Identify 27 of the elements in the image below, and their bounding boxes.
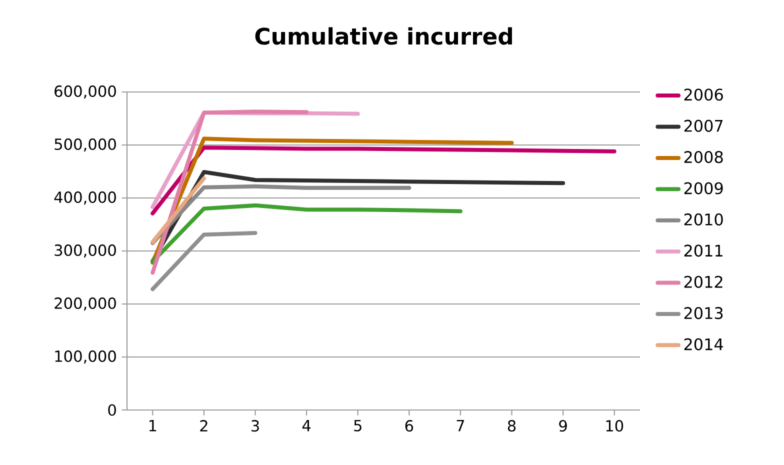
y-tick-label: 200,000 bbox=[54, 297, 116, 311]
legend-label: 2013 bbox=[684, 307, 723, 320]
legend-label: 2011 bbox=[684, 244, 722, 257]
x-tick-label: 6 bbox=[405, 420, 414, 432]
legend-label: 2006 bbox=[684, 88, 723, 101]
y-tick-label: 400,000 bbox=[54, 191, 116, 205]
legend-label: 2009 bbox=[684, 182, 723, 194]
y-tick-label: 500,000 bbox=[54, 138, 116, 152]
y-tick-label: 0 bbox=[108, 404, 116, 416]
x-tick-label: 7 bbox=[456, 420, 464, 432]
y-tick-label: 600,000 bbox=[54, 85, 116, 99]
x-tick-label: 3 bbox=[252, 420, 259, 432]
legend-label: 2008 bbox=[684, 150, 723, 164]
legend-label: 2007 bbox=[684, 120, 723, 132]
x-tick-label: 5 bbox=[354, 420, 362, 432]
x-tick-label: 8 bbox=[508, 420, 516, 432]
legend-label: 2010 bbox=[684, 213, 723, 226]
x-tick-label: 1 bbox=[149, 420, 156, 432]
x-tick-label: 2 bbox=[200, 420, 208, 432]
x-tick-label: 4 bbox=[302, 420, 311, 432]
legend-label: 2012 bbox=[684, 276, 722, 288]
y-tick-label: 100,000 bbox=[55, 350, 116, 364]
chart-title: Cumulative incurred bbox=[255, 27, 512, 45]
x-tick-label: 9 bbox=[559, 420, 567, 432]
x-tick-label: 10 bbox=[606, 420, 624, 432]
y-tick-label: 300,000 bbox=[54, 244, 116, 258]
legend-label: 2014 bbox=[684, 338, 724, 350]
